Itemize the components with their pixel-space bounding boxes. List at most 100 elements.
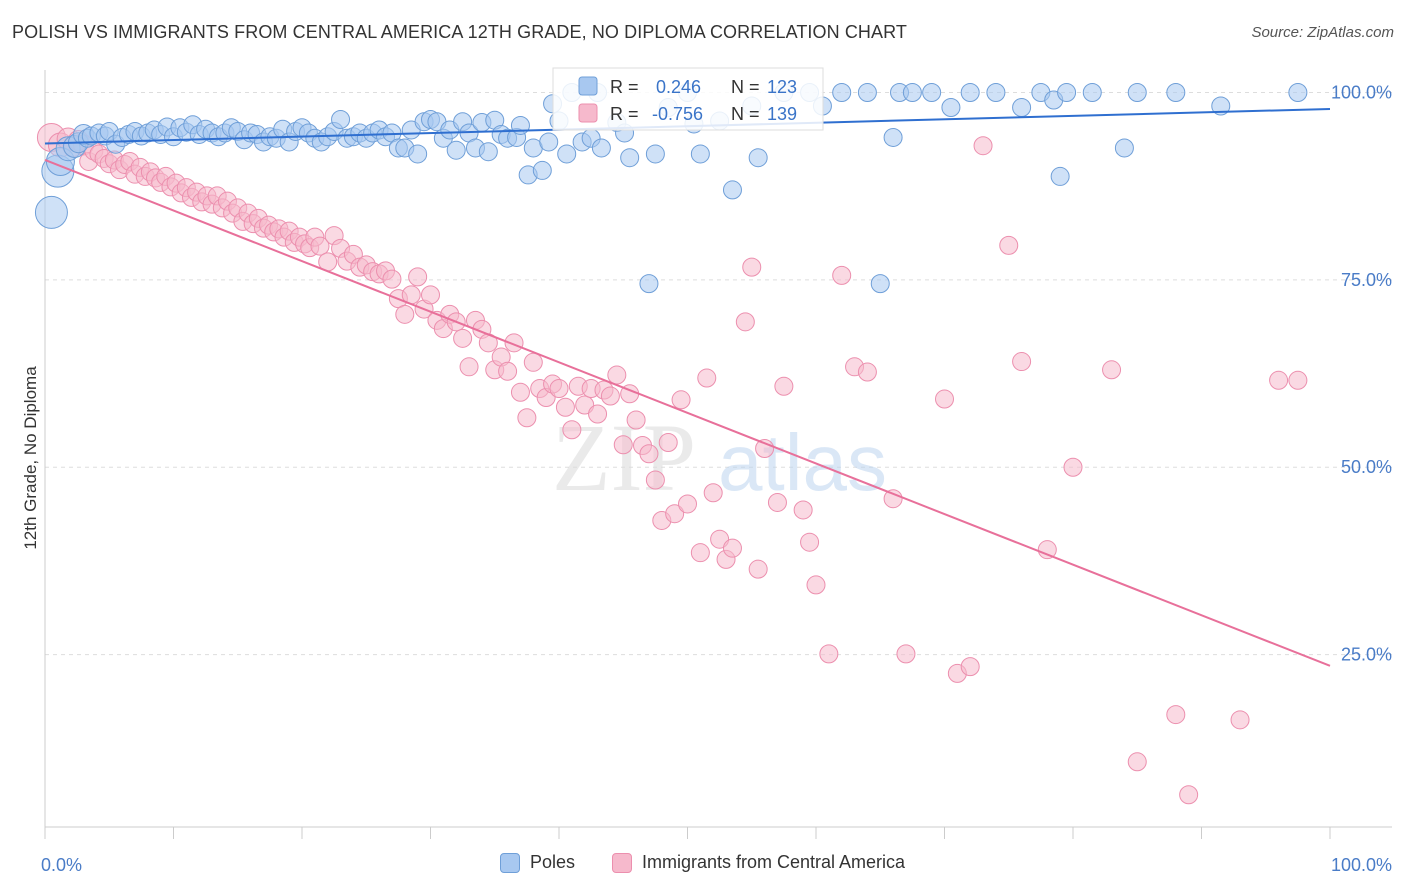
data-point-poles [1082, 82, 1102, 102]
data-point-immigrants [896, 644, 916, 664]
data-point-poles [539, 132, 559, 152]
data-point-immigrants [562, 420, 582, 440]
data-point-immigrants [935, 389, 954, 409]
data-point-immigrants [310, 236, 330, 256]
data-point-immigrants [613, 435, 633, 455]
data-point-immigrants [857, 362, 877, 382]
data-point-immigrants [1127, 752, 1147, 772]
data-point-immigrants [1230, 710, 1250, 730]
data-point-immigrants [639, 444, 659, 464]
data-point-immigrants [665, 504, 685, 524]
chart-source: Source: ZipAtlas.com [1251, 24, 1394, 41]
legend-item-poles: Poles [500, 852, 575, 873]
data-point-immigrants [999, 235, 1019, 255]
data-point-immigrants [832, 265, 852, 285]
legend-swatch-immigrants [612, 852, 632, 873]
data-point-immigrants [697, 368, 717, 388]
data-point-immigrants [510, 382, 530, 402]
data-point-immigrants [1063, 457, 1083, 477]
data-point-poles [591, 138, 611, 158]
legend-swatch-blue [578, 76, 598, 96]
data-point-immigrants [678, 494, 697, 514]
data-point-poles [645, 144, 665, 164]
data-point-poles [883, 127, 903, 147]
data-point-immigrants [1166, 705, 1186, 725]
data-point-poles [857, 82, 877, 102]
data-point-poles [832, 82, 852, 102]
data-point-immigrants [408, 267, 428, 287]
data-point-poles [1050, 166, 1070, 186]
data-point-immigrants [600, 386, 620, 406]
data-point-immigrants [517, 408, 537, 428]
data-point-immigrants [658, 433, 678, 453]
data-point-immigrants [883, 489, 903, 509]
data-point-poles [331, 109, 351, 129]
data-point-poles [960, 82, 980, 102]
watermark-atlas: atlas [718, 418, 887, 507]
x-tick-label: 100.0% [1331, 855, 1392, 875]
data-point-immigrants [800, 532, 820, 552]
data-point-immigrants [742, 257, 762, 277]
data-point-poles [1057, 82, 1077, 102]
series-immigrants-points [36, 122, 1308, 805]
y-tick-label: 75.0% [1341, 270, 1392, 290]
y-axis-label: 12th Grade, No Diploma [21, 366, 40, 550]
data-point-poles [722, 180, 742, 200]
data-point-immigrants [382, 269, 402, 289]
legend-r-value-2: -0.756 [652, 104, 703, 124]
data-point-poles [902, 82, 922, 102]
data-point-poles [1114, 138, 1134, 158]
legend-box: R = 0.246 N = 123 R = -0.756 N = 139 [552, 67, 824, 131]
tick-labels: 100.0% 75.0% 50.0% 25.0% 0.0% 100.0% [41, 82, 1392, 875]
data-point-immigrants [671, 390, 691, 410]
data-point-poles [986, 82, 1006, 102]
data-point-immigrants [395, 304, 415, 324]
trend-lines [44, 107, 1331, 667]
data-point-immigrants [645, 470, 665, 490]
data-point-immigrants [748, 559, 768, 579]
data-point-immigrants [819, 644, 839, 664]
data-point-immigrants [735, 312, 755, 332]
data-point-immigrants [453, 328, 473, 348]
data-point-immigrants [555, 397, 575, 417]
data-point-immigrants [774, 376, 794, 396]
data-point-immigrants [421, 285, 440, 305]
data-point-immigrants [973, 136, 993, 156]
data-point-immigrants [1288, 370, 1308, 390]
data-point-immigrants [767, 492, 787, 512]
legend-n-label-1: N = [731, 77, 760, 97]
data-point-poles [620, 148, 640, 168]
x-tick-label: 0.0% [41, 855, 82, 875]
data-point-immigrants [960, 657, 980, 677]
data-point-immigrants [1037, 540, 1057, 560]
data-point-immigrants [793, 500, 813, 520]
data-point-poles [690, 144, 710, 164]
data-point-immigrants [459, 357, 479, 377]
axes [44, 70, 1392, 839]
legend-r-value-1: 0.246 [656, 77, 701, 97]
legend-label-immigrants: Immigrants from Central America [642, 852, 906, 872]
data-point-poles [639, 274, 659, 294]
data-point-immigrants [498, 361, 518, 381]
data-point-poles [34, 195, 68, 229]
watermark-zip: ZIP [552, 404, 696, 511]
legend-r-label-2: R = [610, 104, 639, 124]
legend-label-poles: Poles [530, 852, 576, 872]
data-point-poles [1127, 82, 1147, 102]
legend-n-value-2: 139 [767, 104, 797, 124]
gridlines [45, 91, 1392, 656]
data-point-poles [748, 148, 768, 168]
legend-item-immigrants: Immigrants from Central America [612, 852, 905, 873]
data-point-poles [532, 160, 552, 180]
data-point-poles [1166, 82, 1186, 102]
data-point-poles [1288, 82, 1308, 102]
y-tick-label: 25.0% [1341, 645, 1392, 665]
data-point-poles [1211, 96, 1231, 116]
legend-swatch-pink [578, 103, 598, 123]
chart-title: POLISH VS IMMIGRANTS FROM CENTRAL AMERIC… [12, 22, 908, 42]
data-point-poles [446, 140, 466, 160]
legend-box-frame [552, 67, 824, 131]
data-point-immigrants [1269, 370, 1289, 390]
data-point-poles [478, 142, 498, 162]
